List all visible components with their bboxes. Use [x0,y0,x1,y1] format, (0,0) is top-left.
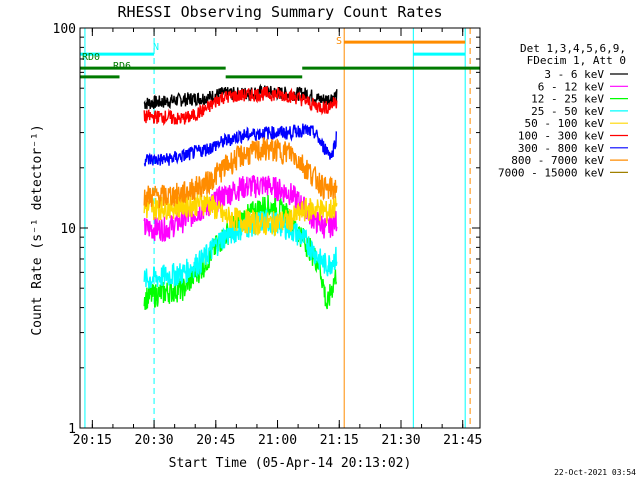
axes: 20:15 20:30 20:45 21:00 21:15 21:30 21:45 1 10 10… [53,22,483,448]
plot-area: RD0 RD6 N S [80,28,480,428]
x-tick-label-4: 21:15 [320,433,359,448]
series-line-100-300-kev [143,85,338,126]
x-tick-label-5: 21:30 [381,433,420,448]
y-tick-label-2: 100 [53,22,76,37]
legend-label-12-25-kev: 12 - 25 keV [531,93,604,106]
series-line-800-7000-kev [143,137,338,209]
legend-label-3-6-kev: 3 - 6 keV [544,68,604,81]
legend: Det 1,3,4,5,6,9, FDecim 1, Att 0 3 - 6 k… [498,42,628,179]
legend-header-line-1: Det 1,3,4,5,6,9, [520,42,626,55]
timestamp-label: 22-Oct-2021 03:54 [554,468,636,477]
x-tick-label-0: 20:15 [73,433,112,448]
x-tick-label-6: 21:45 [443,433,482,448]
chart-title: RHESSI Observing Summary Count Rates [117,3,442,21]
series-line-50-100-kev [143,192,338,237]
state-label-rd0: RD0 [82,52,100,63]
legend-label-300-800-kev: 300 - 800 keV [518,142,604,155]
state-label-s: S [336,36,342,47]
y-axis-title: Count Rate (s⁻¹ detector⁻¹) [30,124,45,335]
legend-header-line-2: FDecim 1, Att 0 [527,54,626,67]
state-label-n: N [153,42,159,53]
legend-label-50-100-kev: 50 - 100 keV [525,117,605,130]
legend-label-7000-15000-kev: 7000 - 15000 keV [498,166,604,179]
legend-label-25-50-kev: 25 - 50 keV [531,105,604,118]
legend-label-6-12-kev: 6 - 12 keV [538,80,605,93]
y-tick-label-1: 10 [60,222,76,237]
series-line-300-800-kev [143,123,337,167]
legend-label-100-300-kev: 100 - 300 keV [518,130,604,143]
x-tick-label-3: 21:00 [258,433,297,448]
x-tick-label-1: 20:30 [135,433,174,448]
state-label-rd6: RD6 [113,61,131,72]
legend-label-800-7000-kev: 800 - 7000 keV [511,154,604,167]
x-axis-title: Start Time (05-Apr-14 20:13:02) [169,456,412,471]
x-tick-label-2: 20:45 [196,433,235,448]
series-line-25-50-kev [143,209,338,289]
y-tick-label-0: 1 [68,422,76,437]
